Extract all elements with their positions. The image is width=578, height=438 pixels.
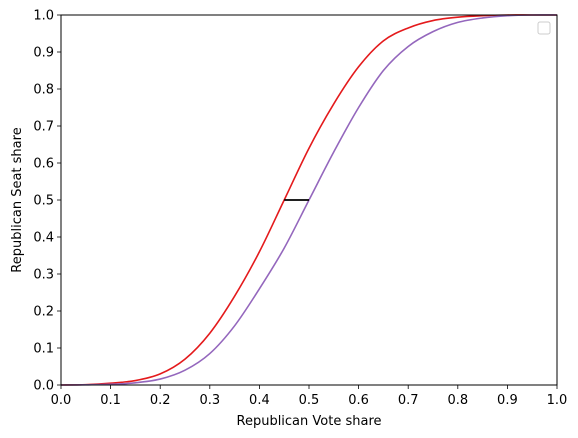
x-tick-label: 0.3 [199,393,220,408]
x-tick-label: 0.6 [348,393,369,408]
y-tick-label: 0.8 [33,83,54,98]
y-tick-label: 0.6 [33,157,54,172]
x-tick-label: 0.8 [447,393,468,408]
y-tick-label: 0.1 [33,342,54,357]
y-tick-label: 0.0 [33,379,54,394]
y-tick-label: 0.2 [33,305,54,320]
y-tick-label: 1.0 [33,9,54,24]
y-tick-label: 0.9 [33,46,54,61]
legend-box [537,21,551,35]
x-tick-label: 0.7 [398,393,419,408]
x-tick-label: 0.0 [51,393,72,408]
y-tick-label: 0.7 [33,120,54,135]
x-tick-label: 0.2 [150,393,171,408]
x-tick-label: 0.4 [249,393,270,408]
x-tick-label: 0.9 [497,393,518,408]
series-line-1 [60,14,557,386]
x-axis-ticks: 0.0 0.1 0.2 0.3 0.4 0.5 0.6 0.7 0.8 0.9 1.0 [51,385,568,408]
y-tick-label: 0.3 [33,268,54,283]
y-axis-ticks: 0.0 0.1 0.2 0.3 0.4 0.5 0.6 0.7 0.8 0.9 1.0 [33,9,61,394]
x-tick-label: 0.1 [100,393,121,408]
y-tick-label: 0.5 [33,194,54,209]
y-tick-label: 0.4 [33,231,54,246]
y-axis-label: Republican Seat share [10,127,25,272]
x-tick-label: 0.5 [299,393,320,408]
x-tick-label: 1.0 [547,393,568,408]
x-axis-label: Republican Vote share [237,414,382,429]
